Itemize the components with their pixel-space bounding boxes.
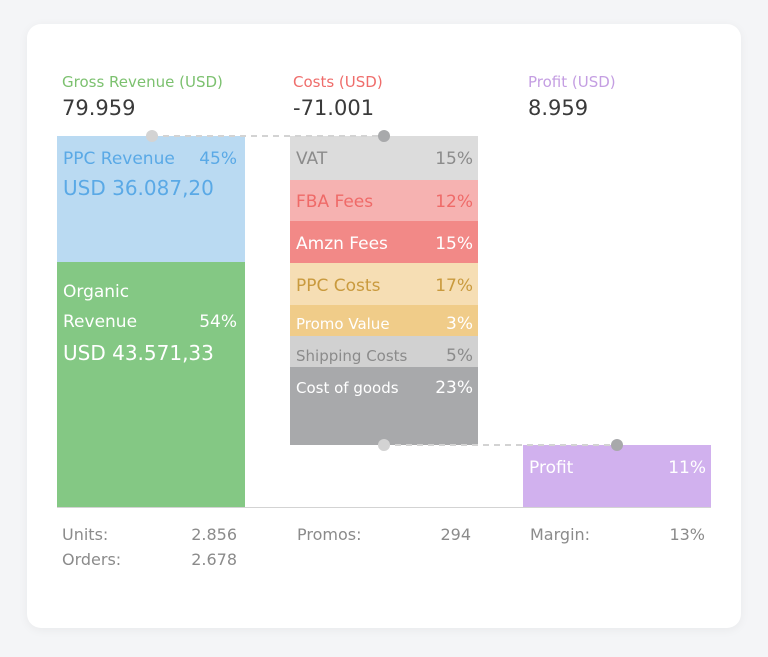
shipping-costs-cost-percent: 5%: [446, 346, 473, 366]
ppc-costs-cost-bar: [290, 263, 478, 305]
connector-dot-costs-top: [378, 130, 390, 142]
vat-cost-percent: 15%: [435, 149, 473, 169]
ppc-revenue-percent: 45%: [199, 149, 237, 169]
ppc-revenue-bar: [57, 136, 245, 262]
profit-summary: Profit (USD) 8.959: [528, 72, 616, 122]
cost-of-goods-cost-name: Cost of goods: [296, 379, 399, 397]
ppc-revenue-name: PPC Revenue: [63, 149, 175, 169]
organic-revenue-amount: USD 43.571,33: [63, 341, 214, 365]
cost-of-goods-cost-bar: [290, 367, 478, 445]
shipping-costs-cost-name: Shipping Costs: [296, 347, 408, 365]
organic-revenue-name-line2: Revenue: [63, 312, 137, 332]
promos-label: Promos:: [297, 525, 362, 544]
amzn-fees-cost-name: Amzn Fees: [296, 234, 388, 254]
ppc-revenue-amount: USD 36.087,20: [63, 176, 214, 200]
orders-label: Orders:: [62, 550, 122, 569]
costs-value: -71.001: [293, 96, 375, 120]
ppc-costs-cost-name: PPC Costs: [296, 276, 381, 296]
gross-revenue-label: Gross Revenue (USD): [62, 73, 223, 91]
promo-value-cost-bar: [290, 305, 478, 336]
fba-fees-cost-percent: 12%: [435, 192, 473, 212]
fba-fees-cost-name: FBA Fees: [296, 192, 373, 212]
orders-value: 2.678: [191, 550, 237, 569]
profit-value: 8.959: [528, 96, 589, 120]
gross-revenue-value: 79.959: [62, 96, 136, 120]
connector-dot-costs-bottom: [378, 439, 390, 451]
margin-label: Margin:: [530, 525, 591, 544]
vat-cost-bar: [290, 136, 478, 180]
profit-bar: [523, 445, 711, 507]
margin-value: 13%: [669, 525, 705, 544]
organic-revenue-name-line1: Organic: [63, 282, 129, 302]
promo-value-cost-percent: 3%: [446, 314, 473, 334]
fba-fees-cost-bar: [290, 180, 478, 221]
promos-value: 294: [440, 525, 471, 544]
amzn-fees-cost-percent: 15%: [435, 234, 473, 254]
ppc-costs-cost-percent: 17%: [435, 276, 473, 296]
costs-summary: Costs (USD) -71.001: [293, 72, 383, 122]
profit-label: Profit (USD): [528, 73, 616, 91]
vat-cost-name: VAT: [296, 149, 328, 169]
connector-dot-profit: [611, 439, 623, 451]
amzn-fees-cost-bar: [290, 221, 478, 263]
connector-dot-revenue: [146, 130, 158, 142]
gross-revenue-summary: Gross Revenue (USD) 79.959: [62, 72, 223, 122]
promo-value-cost-name: Promo Value: [296, 315, 390, 333]
units-label: Units:: [62, 525, 109, 544]
units-value: 2.856: [191, 525, 237, 544]
costs-label: Costs (USD): [293, 73, 383, 91]
shipping-costs-cost-bar: [290, 336, 478, 367]
organic-revenue-bar: [57, 262, 245, 507]
profit-bar-name: Profit: [529, 458, 574, 478]
profit-bar-percent: 11%: [668, 458, 706, 478]
organic-revenue-percent: 54%: [199, 312, 237, 332]
cost-of-goods-cost-percent: 23%: [435, 378, 473, 398]
